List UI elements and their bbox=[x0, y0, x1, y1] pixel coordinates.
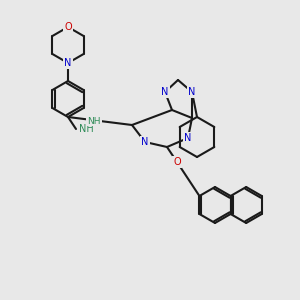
Text: O: O bbox=[173, 157, 181, 167]
Text: N: N bbox=[141, 137, 149, 147]
Text: N: N bbox=[64, 58, 72, 68]
Text: O: O bbox=[64, 22, 72, 32]
Text: NH: NH bbox=[87, 116, 101, 125]
Text: N: N bbox=[161, 87, 169, 97]
Text: NH: NH bbox=[79, 124, 94, 134]
Text: N: N bbox=[184, 133, 192, 143]
Text: N: N bbox=[188, 87, 196, 97]
